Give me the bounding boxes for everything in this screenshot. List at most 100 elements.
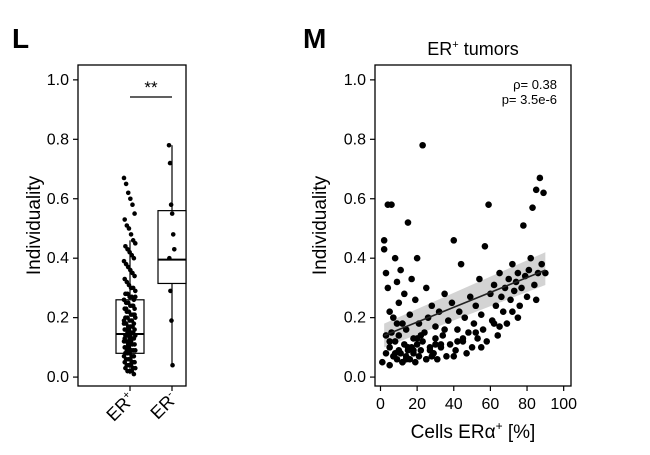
data-point bbox=[461, 314, 469, 321]
data-point bbox=[426, 347, 434, 354]
data-point bbox=[454, 326, 461, 333]
data-point bbox=[397, 350, 404, 357]
data-point bbox=[170, 232, 176, 237]
data-point bbox=[470, 320, 478, 327]
data-point bbox=[170, 362, 175, 368]
panel-letter-m: M bbox=[303, 23, 326, 54]
data-point bbox=[130, 202, 135, 207]
scatter-title: ER+ tumors bbox=[427, 39, 518, 59]
data-point bbox=[167, 160, 173, 166]
data-point bbox=[401, 290, 408, 298]
scatter-title-base: ER bbox=[427, 39, 452, 59]
data-point bbox=[494, 332, 502, 339]
data-point bbox=[413, 335, 421, 342]
data-point bbox=[132, 312, 137, 317]
data-point bbox=[132, 348, 138, 353]
data-point bbox=[481, 243, 489, 250]
data-point bbox=[132, 211, 137, 216]
data-point bbox=[503, 320, 511, 327]
data-point bbox=[386, 361, 393, 369]
data-point bbox=[477, 311, 485, 318]
data-point bbox=[472, 302, 480, 310]
data-point bbox=[532, 186, 540, 194]
data-point bbox=[411, 296, 419, 304]
data-point bbox=[452, 347, 459, 354]
data-point bbox=[391, 254, 399, 262]
data-point bbox=[128, 339, 134, 344]
data-point bbox=[379, 358, 386, 366]
data-point bbox=[446, 341, 454, 348]
data-point bbox=[380, 237, 388, 244]
data-point bbox=[131, 336, 137, 341]
data-point bbox=[132, 365, 138, 371]
data-point bbox=[128, 196, 133, 202]
y-tick-label: 1.0 bbox=[47, 72, 69, 89]
data-point bbox=[450, 237, 458, 244]
data-point bbox=[397, 266, 404, 274]
data-point bbox=[168, 288, 173, 294]
data-point bbox=[130, 303, 136, 309]
data-point bbox=[410, 347, 417, 354]
data-point bbox=[432, 335, 439, 342]
data-point bbox=[448, 299, 456, 307]
stat-annotation: ρ= 0.38 bbox=[513, 77, 557, 92]
data-point bbox=[428, 352, 436, 360]
data-point bbox=[540, 189, 547, 197]
y-tick-label: 0.0 bbox=[344, 369, 366, 386]
data-point bbox=[123, 306, 129, 312]
data-point bbox=[432, 323, 439, 330]
data-point bbox=[131, 255, 137, 261]
data-point bbox=[476, 275, 483, 283]
data-point bbox=[468, 344, 476, 351]
data-point bbox=[169, 318, 174, 323]
data-point bbox=[386, 338, 393, 345]
data-point bbox=[382, 350, 390, 357]
data-point bbox=[384, 284, 392, 292]
data-point bbox=[520, 222, 527, 229]
data-point bbox=[395, 299, 403, 307]
data-point bbox=[432, 341, 439, 348]
data-point bbox=[168, 202, 174, 207]
data-point bbox=[483, 338, 491, 345]
y-tick-label: 0.4 bbox=[344, 250, 366, 267]
data-point bbox=[169, 211, 175, 216]
x-tick-label: 0 bbox=[376, 396, 385, 413]
data-point bbox=[126, 226, 132, 231]
x-tick-label: 20 bbox=[408, 396, 426, 413]
data-point bbox=[406, 311, 414, 318]
data-point bbox=[443, 352, 450, 360]
data-point bbox=[121, 175, 127, 181]
x-axis-title-base: Cells ERα bbox=[411, 422, 496, 443]
data-point bbox=[413, 341, 421, 348]
data-point bbox=[404, 219, 412, 226]
scatter-frame bbox=[374, 64, 572, 387]
y-tick-label: 0.2 bbox=[47, 310, 69, 327]
data-point bbox=[525, 266, 533, 274]
data-point bbox=[393, 355, 401, 363]
x-axis-title: Cells ERα+ [%] bbox=[411, 419, 536, 443]
y-axis-title: Individuality bbox=[310, 175, 331, 275]
scatter-title-rest: tumors bbox=[459, 39, 519, 59]
data-point bbox=[477, 344, 485, 351]
data-point bbox=[457, 260, 465, 268]
data-point bbox=[382, 269, 390, 277]
category-label-sup: - bbox=[164, 388, 175, 399]
data-point bbox=[523, 293, 531, 301]
data-point bbox=[171, 246, 177, 252]
data-point bbox=[514, 269, 522, 277]
data-point bbox=[422, 355, 430, 363]
data-point bbox=[450, 352, 458, 360]
data-point bbox=[507, 296, 514, 304]
data-point bbox=[419, 141, 426, 149]
data-point bbox=[125, 330, 130, 335]
x-tick-label: 40 bbox=[445, 396, 463, 413]
data-point bbox=[132, 359, 137, 365]
data-point bbox=[123, 351, 128, 356]
data-point bbox=[408, 275, 415, 283]
data-point bbox=[130, 324, 135, 329]
data-point bbox=[399, 320, 406, 327]
y-tick-label: 0.8 bbox=[344, 131, 366, 148]
stat-annotation: p= 3.5e-6 bbox=[502, 92, 557, 107]
x-axis-title-sup: + bbox=[496, 419, 503, 433]
data-point bbox=[122, 217, 128, 222]
